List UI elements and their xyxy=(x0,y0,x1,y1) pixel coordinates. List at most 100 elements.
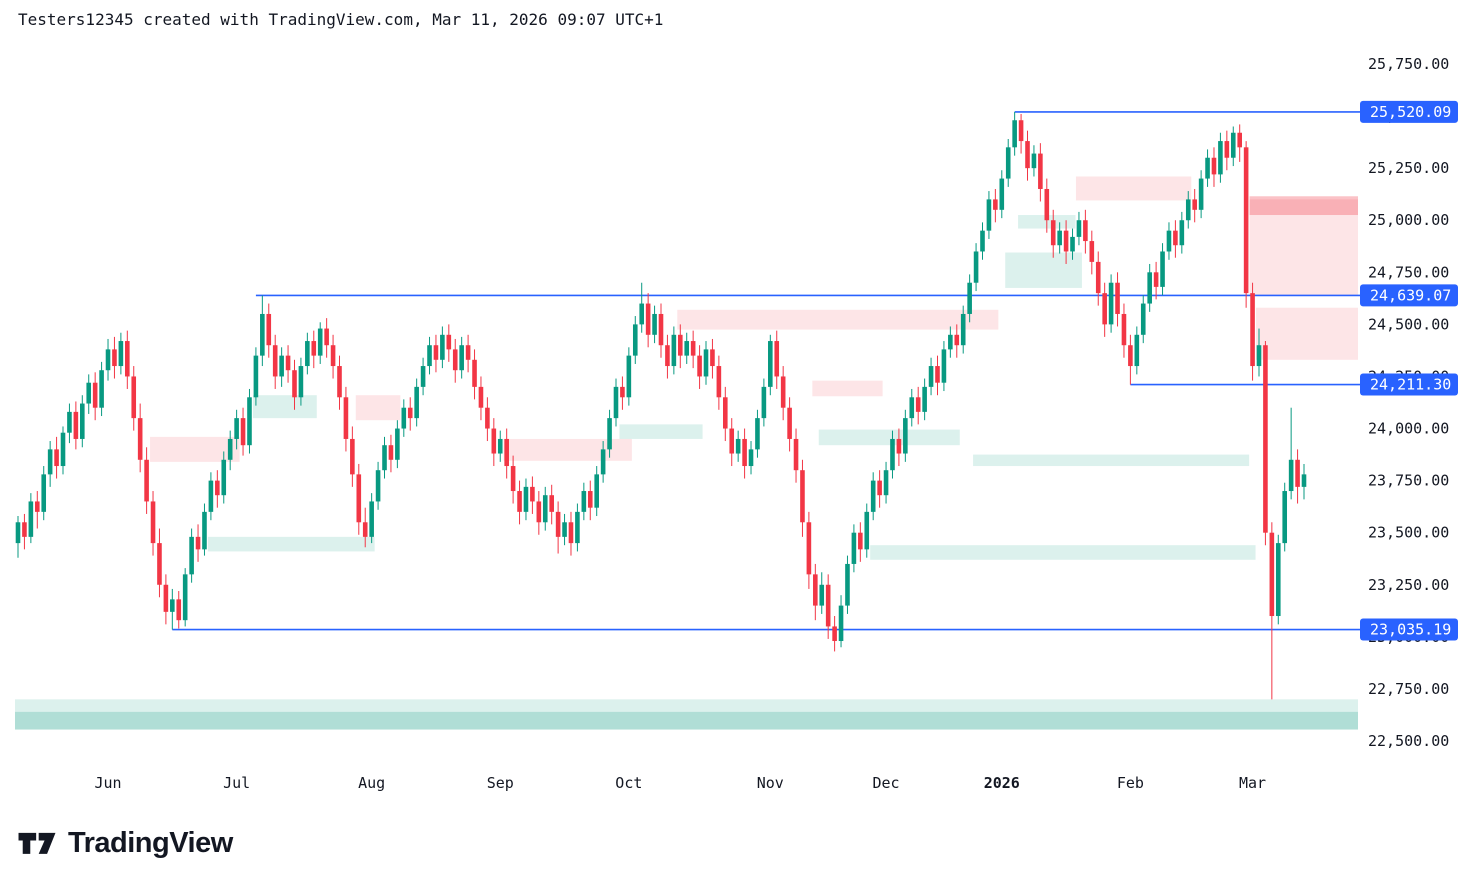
candle xyxy=(980,222,985,260)
time-axis-label[interactable]: Jul xyxy=(223,774,250,792)
candle xyxy=(1076,211,1082,246)
candle xyxy=(1050,209,1056,258)
candle xyxy=(34,491,40,529)
candle xyxy=(1044,178,1050,233)
candle xyxy=(941,341,947,392)
candle xyxy=(1089,230,1095,275)
price-axis-label[interactable]: 24,000.00 xyxy=(1368,420,1449,438)
candle xyxy=(1012,111,1017,156)
candle xyxy=(1070,228,1075,260)
candle xyxy=(677,324,683,369)
candle xyxy=(845,555,850,614)
candle xyxy=(780,366,786,421)
candle xyxy=(478,376,484,421)
candle xyxy=(459,336,464,379)
candle xyxy=(420,357,426,396)
candle xyxy=(395,420,400,469)
candle xyxy=(150,491,156,556)
candle xyxy=(137,403,143,473)
time-axis-label[interactable]: Oct xyxy=(615,774,642,792)
candle xyxy=(800,459,805,537)
chart-attribution: Testers12345 created with TradingView.co… xyxy=(18,10,664,29)
candle xyxy=(858,522,863,562)
candle xyxy=(240,407,246,456)
price-axis-label[interactable]: 23,500.00 xyxy=(1368,524,1449,542)
candle xyxy=(1230,126,1236,167)
supply-zone xyxy=(503,438,632,461)
price-axis-label[interactable]: 22,500.00 xyxy=(1368,732,1449,750)
candle xyxy=(215,470,220,508)
demand-zone xyxy=(870,545,1256,560)
candle xyxy=(967,274,972,323)
time-axis-label[interactable]: Dec xyxy=(873,774,900,792)
price-axis-label[interactable]: 23,250.00 xyxy=(1368,576,1449,594)
candle xyxy=(973,243,979,292)
candle xyxy=(401,399,407,437)
candle xyxy=(587,480,593,521)
price-axis-label[interactable]: 24,500.00 xyxy=(1368,315,1449,333)
candle xyxy=(870,472,876,521)
tradingview-logo-text: TradingView xyxy=(68,826,233,859)
time-axis-label[interactable]: Nov xyxy=(757,774,784,792)
candle xyxy=(125,330,130,389)
candle xyxy=(735,430,741,462)
candle xyxy=(189,528,194,583)
candle xyxy=(909,388,915,427)
supply-zone xyxy=(355,395,401,421)
candle xyxy=(1140,295,1146,344)
candle xyxy=(369,493,374,544)
candlestick-chart[interactable]: 25,750.0025,500.0025,250.0025,000.0024,7… xyxy=(0,0,1479,810)
svg-text:24,211.30: 24,211.30 xyxy=(1370,376,1451,394)
demand-zone xyxy=(973,454,1250,467)
candle xyxy=(1063,220,1069,264)
candle xyxy=(1179,211,1185,254)
candle xyxy=(279,347,284,387)
price-axis-label[interactable]: 24,750.00 xyxy=(1368,263,1449,281)
candle xyxy=(510,455,516,504)
supply-zone xyxy=(1255,307,1358,360)
time-axis-label[interactable]: Aug xyxy=(358,774,385,792)
price-axis-label[interactable]: 25,000.00 xyxy=(1368,211,1449,229)
price-axis-label[interactable]: 23,750.00 xyxy=(1368,472,1449,490)
candle xyxy=(915,386,921,425)
candle xyxy=(1083,209,1088,254)
candle xyxy=(536,491,542,535)
candle xyxy=(1218,132,1223,183)
candle xyxy=(1282,482,1288,552)
candle xyxy=(118,332,124,375)
candle xyxy=(1160,243,1165,296)
candle xyxy=(1198,170,1204,219)
candle xyxy=(1256,328,1262,377)
price-axis-label[interactable]: 22,750.00 xyxy=(1368,680,1449,698)
demand-zone xyxy=(15,711,1358,730)
candle xyxy=(247,388,252,454)
candle xyxy=(838,595,844,648)
time-axis-label[interactable]: Mar xyxy=(1239,774,1266,792)
candle xyxy=(47,441,53,487)
candle xyxy=(793,428,799,483)
candle xyxy=(73,401,79,450)
time-axis-label[interactable]: Sep xyxy=(487,774,514,792)
candle xyxy=(311,330,317,369)
candle xyxy=(542,486,548,531)
supply-zone xyxy=(150,436,240,462)
candle xyxy=(1237,124,1242,162)
candle xyxy=(1185,191,1191,229)
candle xyxy=(234,409,239,450)
time-axis-label[interactable]: Feb xyxy=(1117,774,1144,792)
time-axis-label[interactable]: 2026 xyxy=(984,774,1020,792)
price-axis-label[interactable]: 25,750.00 xyxy=(1368,55,1449,73)
candle xyxy=(890,430,895,479)
demand-zone xyxy=(619,424,703,439)
candle xyxy=(1224,130,1230,171)
price-axis-label[interactable]: 25,250.00 xyxy=(1368,159,1449,177)
candle xyxy=(305,332,310,375)
demand-zone xyxy=(207,536,375,552)
candle xyxy=(768,334,773,396)
svg-text:24,639.07: 24,639.07 xyxy=(1370,286,1451,304)
time-axis-label[interactable]: Jun xyxy=(94,774,121,792)
candle xyxy=(67,403,72,444)
candle xyxy=(819,572,825,614)
candle xyxy=(922,378,927,421)
candle xyxy=(362,507,368,548)
